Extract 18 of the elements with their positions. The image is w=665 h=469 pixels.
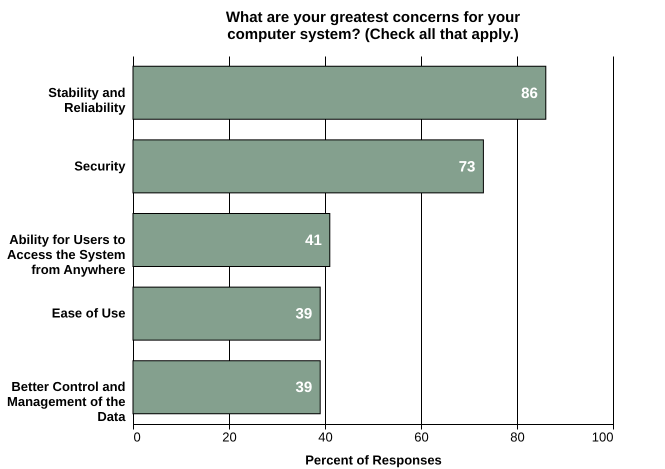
data-label: 73 [458,158,476,176]
y-tick-label: Security [74,158,126,174]
data-label: 86 [521,84,538,102]
y-tick-label: Ability for Users to Access the System from Anywhere [6,232,126,277]
chart-title: What are your greatest concerns for your computer system? (Check all that apply.) [226,9,520,43]
x-tick-label: 100 [592,430,614,444]
x-axis-title: Percent of Responses [305,452,442,468]
x-tick-label: 0 [134,430,141,444]
data-label: 39 [296,379,312,396]
x-tick-label: 80 [510,430,525,444]
x-tick-label: 20 [222,430,237,444]
x-tick-label: 60 [414,430,429,444]
y-tick-label: Ease of Use [52,306,126,321]
x-tick-label: 40 [318,430,333,444]
data-label: 41 [305,232,322,249]
y-tick-label: Better Control and Management of the Data [7,379,126,424]
y-tick-label: Stability and Reliability [48,84,126,115]
data-label: 39 [296,306,312,323]
